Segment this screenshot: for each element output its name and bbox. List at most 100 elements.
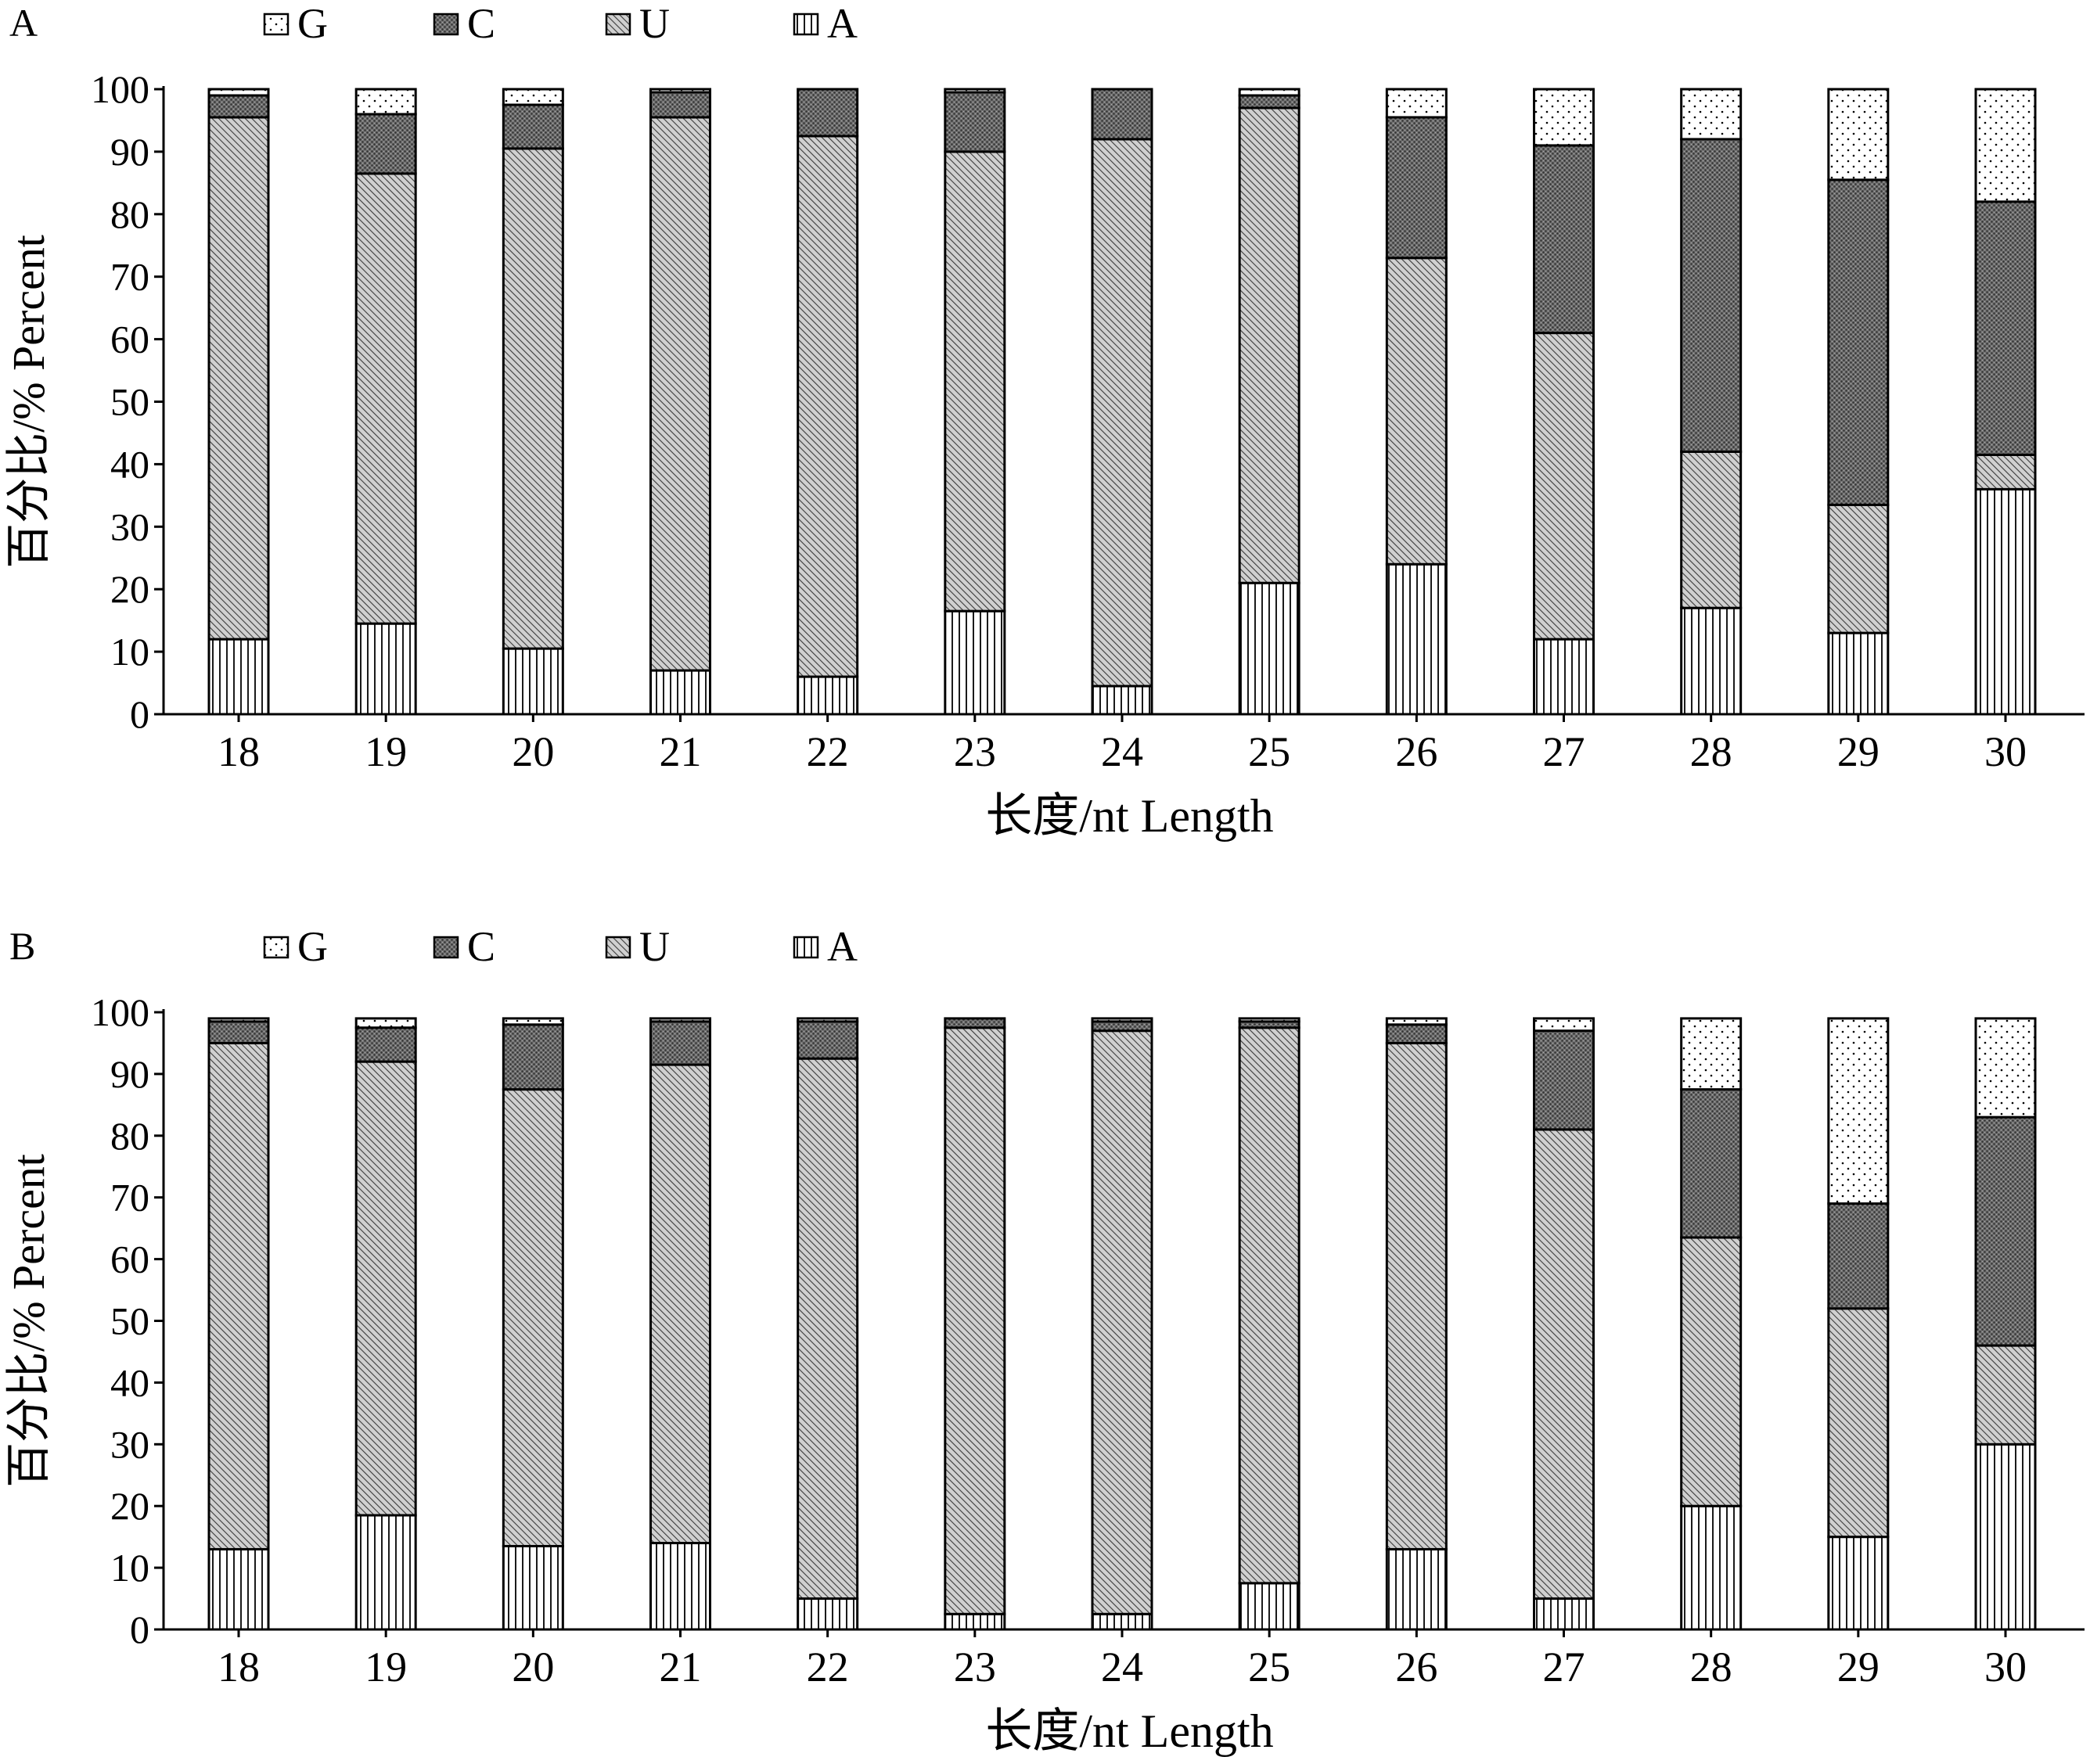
bar-stack-25 <box>1238 1017 1300 1631</box>
bar-segment-u-28 <box>1680 1236 1743 1507</box>
x-tick-label: 21 <box>660 1644 702 1690</box>
bar-segment-g-18 <box>207 88 270 97</box>
bar-segment-c-28 <box>1680 1088 1743 1239</box>
bar-segment-c-29 <box>1827 178 1890 506</box>
x-tick-label: 28 <box>1690 728 1732 775</box>
bar-segment-c-18 <box>207 94 270 119</box>
bar-segment-u-27 <box>1533 1128 1595 1601</box>
bar-segment-a-23 <box>944 1612 1006 1631</box>
bar-segment-g-20 <box>502 1017 564 1026</box>
bar-segment-a-26 <box>1385 1547 1448 1631</box>
legend-label-a: A <box>827 923 858 970</box>
bar-segment-a-27 <box>1533 638 1595 716</box>
bar-segment-a-28 <box>1680 606 1743 716</box>
y-tick-label: 80 <box>110 1114 149 1158</box>
bar-segment-g-24 <box>1091 1017 1153 1023</box>
bar-stack-20 <box>502 88 564 716</box>
y-tick-label: 30 <box>110 505 149 548</box>
bar-segment-u-26 <box>1385 257 1448 566</box>
bar-segment-g-22 <box>797 1017 859 1023</box>
x-tick-label: 20 <box>512 1644 554 1690</box>
bar-segment-g-21 <box>649 1017 711 1023</box>
bar-segment-u-29 <box>1827 503 1890 634</box>
x-tick-label: 29 <box>1837 1644 1880 1690</box>
bar-segment-g-25 <box>1238 88 1300 97</box>
x-tick-label: 30 <box>1984 728 2027 775</box>
bar-stack-24 <box>1091 1017 1153 1631</box>
bar-segment-u-19 <box>354 1060 417 1517</box>
bar-segment-g-30 <box>1974 1017 2037 1119</box>
x-tick-label: 20 <box>512 728 554 775</box>
bar-segment-a-21 <box>649 669 711 716</box>
x-tick-label: 21 <box>660 728 702 775</box>
bar-stack-19 <box>354 1017 417 1631</box>
bar-segment-c-26 <box>1385 1023 1448 1044</box>
legend-item-c: C <box>433 923 495 970</box>
x-tick-label: 22 <box>807 1644 849 1690</box>
legend-item-g: G <box>263 0 328 47</box>
bar-segment-c-20 <box>502 103 564 150</box>
bar-segment-a-19 <box>354 622 417 716</box>
bar-stack-22 <box>797 1017 859 1631</box>
bar-segment-a-22 <box>797 675 859 716</box>
y-tick-label: 70 <box>110 255 149 299</box>
x-tick-label: 23 <box>954 1644 996 1690</box>
bar-segment-c-30 <box>1974 1116 2037 1347</box>
bar-segment-u-21 <box>649 1063 711 1545</box>
bar-segment-a-26 <box>1385 562 1448 716</box>
bar-segment-g-27 <box>1533 88 1595 147</box>
x-tick-label: 29 <box>1837 728 1880 775</box>
bar-segment-u-20 <box>502 147 564 650</box>
y-tick-label: 10 <box>110 630 149 674</box>
x-tick-label: 18 <box>218 1644 260 1690</box>
x-tick-label: 27 <box>1543 1644 1585 1690</box>
bar-stack-28 <box>1680 1017 1743 1631</box>
chart-panel-a: A G C U A 0 10 20 30 40 50 60 70 80 90 100 18 19 20 21 22 23 2… <box>3 0 2085 842</box>
x-tick-label: 24 <box>1101 728 1143 775</box>
bar-segment-c-25 <box>1238 94 1300 110</box>
bar-segment-c-19 <box>354 113 417 175</box>
bar-segment-a-25 <box>1238 581 1300 716</box>
legend-item-u: U <box>605 923 670 970</box>
y-tick-label: 0 <box>130 692 149 736</box>
legend-label-g: G <box>297 0 328 47</box>
y-tick-label: 0 <box>130 1608 149 1651</box>
bar-stack-28 <box>1680 88 1743 716</box>
bar-segment-u-19 <box>354 172 417 625</box>
bar-segment-u-28 <box>1680 450 1743 609</box>
bar-stack-23 <box>944 88 1006 716</box>
panel-label: B <box>9 924 35 968</box>
legend-item-a: A <box>793 923 858 970</box>
bar-segment-g-23 <box>944 88 1006 94</box>
legend-label-a: A <box>827 0 858 47</box>
bar-segment-g-25 <box>1238 1017 1300 1023</box>
bar-stack-18 <box>207 88 270 716</box>
x-tick-label: 26 <box>1395 728 1437 775</box>
bar-segment-a-22 <box>797 1597 859 1631</box>
bar-stack-22 <box>797 88 859 716</box>
bar-segment-u-25 <box>1238 1026 1300 1585</box>
x-tick-label: 25 <box>1248 728 1290 775</box>
bar-segment-c-24 <box>1091 88 1153 141</box>
bar-segment-u-24 <box>1091 1029 1153 1615</box>
bar-segment-a-25 <box>1238 1582 1300 1631</box>
bar-segment-c-29 <box>1827 1202 1890 1310</box>
bar-stack-26 <box>1385 1017 1448 1631</box>
y-tick-label: 90 <box>110 130 149 174</box>
legend-label-u: U <box>639 0 670 47</box>
bar-segment-u-20 <box>502 1088 564 1547</box>
bar-segment-c-27 <box>1533 144 1595 335</box>
bar-segment-c-22 <box>797 88 859 138</box>
bar-segment-a-20 <box>502 1544 564 1631</box>
legend-label-c: C <box>467 0 495 47</box>
bar-segment-c-30 <box>1974 200 2037 456</box>
bar-segment-a-24 <box>1091 684 1153 716</box>
x-tick-label: 28 <box>1690 1644 1732 1690</box>
bar-stack-18 <box>207 1017 270 1631</box>
bar-segment-a-18 <box>207 1547 270 1631</box>
bar-segment-u-24 <box>1091 138 1153 688</box>
x-tick-label: 27 <box>1543 728 1585 775</box>
bar-stack-20 <box>502 1017 564 1631</box>
bar-stack-23 <box>944 1017 1006 1631</box>
bar-segment-u-22 <box>797 135 859 678</box>
